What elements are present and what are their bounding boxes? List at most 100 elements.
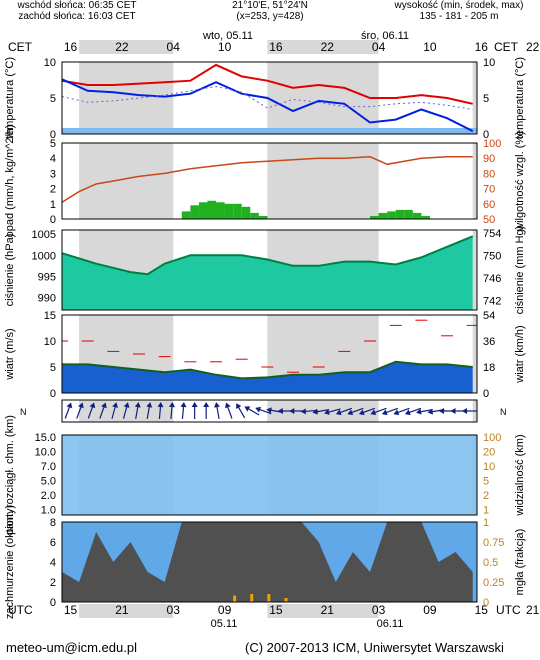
rain-bar — [370, 215, 379, 219]
fog-bar — [267, 594, 271, 602]
rain-bar — [198, 202, 208, 219]
y-tick-left: 2.0 — [41, 490, 56, 502]
hour-tick-top: 16 — [475, 40, 489, 54]
wind-arrow — [462, 408, 477, 414]
hour-tick-top: 22 — [526, 40, 540, 54]
wind-arrow — [122, 402, 130, 419]
y-tick-left: 990 — [38, 292, 56, 304]
y-tick-left: 995 — [38, 271, 56, 283]
y-tick-right: 100 — [483, 432, 501, 444]
date-label-bottom-1: 05.11 — [211, 618, 238, 630]
y-tick-left: 1000 — [32, 250, 56, 262]
y-tick-left: 5 — [50, 362, 56, 374]
plot-frames — [61, 61, 478, 603]
wind-arrow — [134, 402, 141, 419]
rain-bar — [395, 209, 405, 219]
wind-arrow-head — [123, 402, 130, 408]
wind-arrow — [255, 406, 272, 415]
tz-label-bottom-left: UTC — [8, 603, 33, 617]
cloud-area — [62, 522, 473, 602]
y-axis-label-left: temperatura (°C) — [4, 57, 16, 139]
y-tick-left: 3 — [50, 168, 56, 180]
y-axis-label-right: ciśnienie (mm Hg) — [514, 226, 526, 315]
wind-arrow-head — [180, 402, 187, 408]
wind-arrow-head — [450, 408, 456, 414]
elevation-label: wysokość (min, środek, max) — [394, 0, 524, 11]
fog-bar — [233, 595, 237, 602]
wind-arrow — [191, 402, 198, 419]
wind-arrow — [99, 402, 107, 419]
wind-arrow-head — [266, 407, 272, 414]
y-tick-right: 2 — [483, 490, 489, 502]
night-band — [472, 143, 477, 219]
panel-frame — [61, 142, 478, 220]
wind-arrow-head — [312, 408, 318, 415]
night-band-top — [79, 40, 174, 54]
y-tick-right: 754 — [483, 228, 501, 240]
fog-bar — [250, 594, 254, 602]
rain-bar — [190, 205, 199, 219]
wind-arrow — [157, 402, 164, 420]
y-tick-right: 18 — [483, 362, 495, 374]
rain-bar — [241, 206, 251, 219]
panel-frame — [61, 521, 478, 603]
wind-arrow-head — [324, 409, 330, 415]
panel-frame — [61, 229, 478, 311]
coords-text: 21°10'E, 51°24'N — [232, 0, 308, 11]
night-band-bottom — [267, 604, 379, 618]
wind-arrow-head — [277, 408, 283, 414]
y-tick-left: 8 — [50, 517, 56, 529]
wind-arrow — [347, 407, 364, 416]
rain-bar — [387, 211, 396, 219]
y-axis-label-right: mgła (frakcja) — [514, 529, 526, 596]
y-tick-left: 15.0 — [35, 432, 56, 444]
y-tick-left: 5.0 — [41, 476, 56, 488]
y-tick-left: 4 — [50, 153, 56, 165]
temperature-series-line — [62, 85, 473, 110]
wind-arrow-head — [66, 402, 73, 409]
y-tick-right: 0.25 — [483, 577, 504, 589]
y-tick-right: 90 — [483, 153, 495, 165]
night-band-top — [267, 40, 379, 54]
wind-arrow — [393, 407, 410, 416]
wind-arrow — [111, 402, 118, 419]
y-tick-right: 50 — [483, 214, 495, 226]
y-axis-label-left: pion. rozciągł. chm. (km) — [4, 415, 16, 535]
rain-bar — [207, 200, 217, 219]
y-tick-right: 1 — [483, 517, 489, 529]
night-band — [472, 62, 477, 134]
y-tick-left: 1005 — [32, 229, 56, 241]
night-band — [79, 62, 174, 134]
hour-tick-bottom: 15 — [269, 603, 283, 617]
y-tick-right: 20 — [483, 447, 495, 459]
freezing-band — [62, 128, 477, 134]
panel-frame — [61, 399, 478, 423]
wind-arrow-head — [358, 409, 365, 416]
sunrise-text: wschód słońca: 06:35 CET — [17, 0, 137, 11]
hour-tick-top: 16 — [64, 40, 78, 54]
y-axis-label-right: widzialność (km) — [514, 434, 526, 516]
date-label-bottom-2: 06.11 — [377, 618, 404, 630]
elevation-values: 135 - 181 - 205 m — [419, 11, 499, 22]
wind-arrow-head — [289, 408, 295, 414]
hour-tick-bottom: 21 — [115, 603, 129, 617]
wind-arrow-head — [300, 408, 307, 415]
y-tick-right: 10 — [483, 57, 495, 69]
tz-label-bottom-right: UTC — [496, 603, 521, 617]
hour-tick-bottom: 15 — [64, 603, 78, 617]
rain-bar — [233, 203, 242, 219]
y-tick-left: 6 — [50, 537, 56, 549]
wind-area — [62, 361, 473, 393]
wind-arrow-head — [381, 409, 388, 416]
compass-n-left: N — [20, 407, 27, 417]
wind-arrow-head — [347, 409, 354, 416]
night-band — [472, 230, 477, 310]
y-axis-label-left: wiatr (m/s) — [4, 328, 16, 380]
y-tick-right: 36 — [483, 336, 495, 348]
y-axis-label-right: temperatura (°C) — [514, 57, 526, 139]
y-tick-left: 5 — [50, 138, 56, 150]
y-tick-right: 60 — [483, 199, 495, 211]
hour-tick-bottom: 09 — [218, 603, 232, 617]
